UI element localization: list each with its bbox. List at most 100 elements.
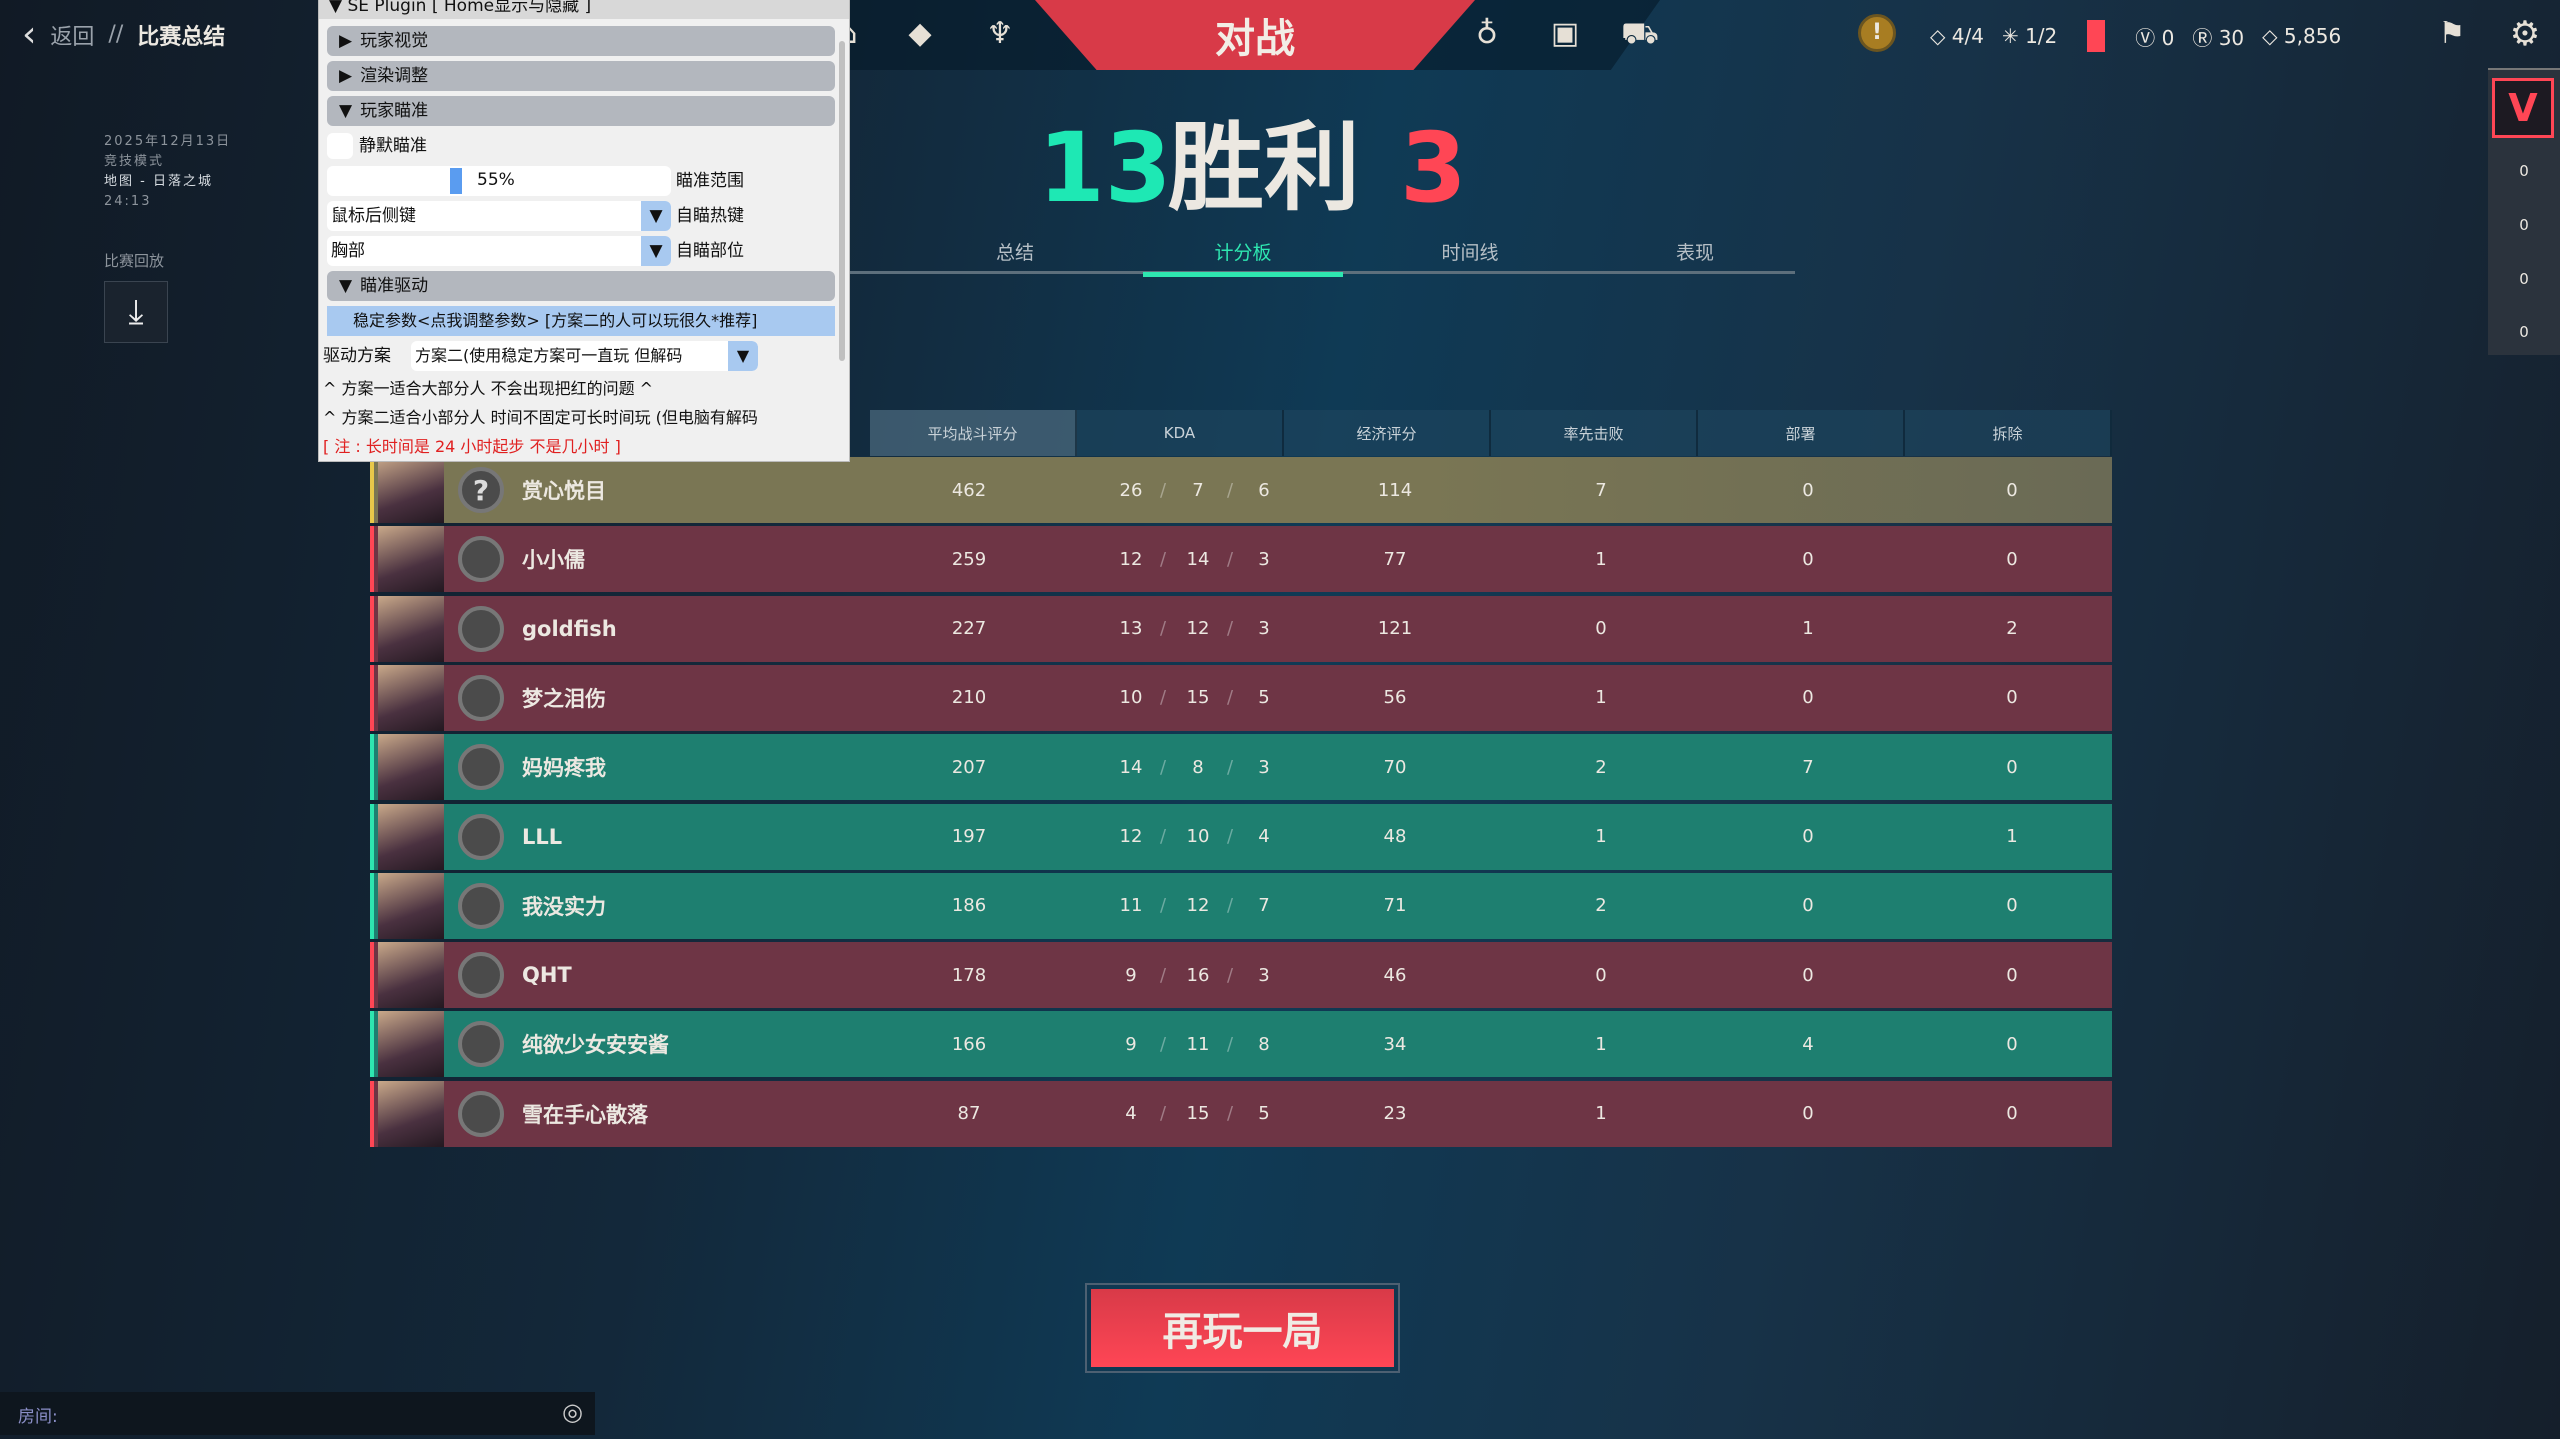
section-aim-driver[interactable]: ▼ 瞄准驱动: [327, 271, 835, 301]
player-name[interactable]: 我没实力: [522, 894, 606, 919]
driver-dropdown[interactable]: 方案二(使用稳定方案可一直玩 但解码 ▼: [411, 341, 758, 371]
plugin-title[interactable]: ▼ SE Plugin [ Home显示与隐藏 ]: [319, 0, 849, 19]
section-render[interactable]: ▶ 渲染调整: [327, 61, 835, 91]
slider-handle[interactable]: [449, 168, 462, 194]
assists: 3: [1258, 618, 1270, 640]
stat-defuse: 2: [2006, 618, 2018, 640]
player-name[interactable]: 妈妈疼我: [522, 756, 606, 781]
kda-separator: /: [1160, 756, 1167, 778]
kda-separator: /: [1227, 826, 1234, 847]
tab-play[interactable]: 对战: [1035, 0, 1475, 70]
panel-scrollbar[interactable]: [839, 41, 845, 361]
assists: 3: [1258, 964, 1270, 986]
table-row[interactable]: 我没实力 11 / 12 / 7 186 71 2 0 0: [370, 872, 2112, 939]
kills: 9: [1125, 1033, 1137, 1055]
stat-acs: 197: [951, 826, 987, 847]
section-aim[interactable]: ▼ 玩家瞄准: [327, 96, 835, 126]
player-name[interactable]: 纯欲少女安安酱: [522, 1033, 669, 1058]
stat-econ: 46: [1383, 964, 1407, 986]
stable-params-button[interactable]: 稳定参数<点我调整参数> [方案二的人可以玩很久*推荐]: [327, 306, 835, 336]
alert-icon[interactable]: !: [1858, 14, 1896, 52]
player-name[interactable]: LLL: [522, 824, 563, 849]
stat-fb: 2: [1595, 756, 1607, 778]
stat-plant: 4: [1802, 1033, 1814, 1055]
back-label: 返回: [50, 24, 95, 50]
back-button[interactable]: ‹ 返回 // 比赛总结: [22, 14, 225, 55]
diamond-icon: ◇: [1930, 24, 1946, 48]
hotkey-label: 自瞄热键: [676, 206, 744, 226]
agent-avatar: [378, 595, 444, 662]
tab-summary[interactable]: 总结: [995, 242, 1034, 264]
side-value: 0: [2519, 216, 2529, 234]
table-row[interactable]: goldfish 13 / 12 / 3 227 121 0 1 2: [370, 595, 2112, 662]
deaths: 16: [1186, 964, 1210, 986]
table-row[interactable]: 雪在手心散落 4 / 15 / 5 87 23 1 0 0: [370, 1080, 2112, 1147]
rp-value: 30: [2218, 25, 2245, 50]
card-icon[interactable]: [2087, 20, 2106, 52]
download-replay-button[interactable]: ⤓: [104, 281, 168, 343]
header-kda[interactable]: KDA: [1077, 410, 1284, 456]
room-icon[interactable]: ◎: [562, 1398, 583, 1426]
player-name[interactable]: 梦之泪伤: [522, 686, 606, 711]
player-name[interactable]: 赏心悦目: [522, 479, 606, 503]
table-row[interactable]: 妈妈疼我 14 / 8 / 3 207 70 2 7 0: [370, 734, 2112, 801]
header-econ[interactable]: 经济评分: [1284, 410, 1491, 456]
player-name[interactable]: QHT: [522, 963, 572, 988]
fov-slider[interactable]: 55%: [327, 166, 671, 196]
tab-scoreboard[interactable]: 计分板: [1143, 238, 1343, 277]
room-input[interactable]: 房间: ◎: [0, 1392, 595, 1435]
rank-icon: [458, 536, 504, 583]
collection-icon[interactable]: ♆: [986, 16, 1014, 51]
bone-dropdown[interactable]: 胸部 ▼: [327, 236, 671, 266]
player-card-icon[interactable]: V: [2492, 78, 2554, 138]
dropdown-arrow-icon: ▼: [728, 341, 758, 371]
battlepass-icon[interactable]: ♁: [1476, 16, 1498, 51]
store-icon[interactable]: ⛟: [1621, 16, 1659, 51]
rank-icon: [458, 744, 504, 791]
header-first-bloods[interactable]: 率先击败: [1491, 410, 1698, 456]
stat-defuse: 0: [2006, 756, 2018, 778]
stat-econ: 70: [1383, 756, 1407, 778]
assists: 3: [1258, 548, 1270, 570]
table-row[interactable]: QHT 9 / 16 / 3 178 46 0 0 0: [370, 942, 2112, 1009]
deaths: 14: [1186, 548, 1210, 570]
stat-plant: 0: [1802, 826, 1814, 847]
token-a-value: 4/4: [1951, 24, 1984, 48]
header-acs[interactable]: 平均战斗评分: [870, 410, 1077, 456]
stat-acs: 207: [951, 756, 987, 778]
gear-icon[interactable]: ⚙: [2509, 14, 2541, 54]
deaths: 15: [1186, 687, 1210, 709]
section-player-visual[interactable]: ▶ 玩家视觉: [327, 26, 835, 56]
kda-separator: /: [1160, 1103, 1167, 1125]
play-again-button[interactable]: 再玩一局: [1085, 1283, 1400, 1373]
table-row[interactable]: ? 赏心悦目 26 / 7 / 6 462 114 7 0 0: [370, 457, 2112, 523]
player-name[interactable]: goldfish: [522, 616, 617, 641]
header-defuses[interactable]: 拆除: [1905, 410, 2112, 456]
player-name[interactable]: 雪在手心散落: [522, 1102, 648, 1127]
inventory-icon[interactable]: ▣: [1550, 16, 1580, 51]
section-label: 玩家瞄准: [360, 101, 429, 121]
table-row[interactable]: 小小儒 12 / 14 / 3 259 77 1 0 0: [370, 526, 2112, 593]
assists: 8: [1258, 1033, 1270, 1055]
kda-separator: /: [1160, 548, 1167, 570]
hotkey-dropdown[interactable]: 鼠标后侧键 ▼: [327, 201, 671, 231]
battlepass-flag-icon[interactable]: ⚑: [2438, 16, 2466, 51]
play-again-label: 再玩一局: [1091, 1289, 1394, 1367]
stat-defuse: 1: [2006, 826, 2018, 847]
kda-separator: /: [1227, 1033, 1234, 1055]
kingdom-icon: ◇: [2262, 24, 2278, 48]
silent-aim-checkbox[interactable]: [327, 133, 353, 159]
stat-fb: 0: [1595, 618, 1607, 640]
kills: 9: [1125, 964, 1137, 986]
stat-fb: 1: [1595, 826, 1607, 847]
player-name[interactable]: 小小儒: [522, 548, 585, 573]
table-row[interactable]: LLL 12 / 10 / 4 197 48 1 0 1: [370, 803, 2112, 870]
tab-performance[interactable]: 表现: [1675, 242, 1714, 264]
table-row[interactable]: 纯欲少女安安酱 9 / 11 / 8 166 34 1 4 0: [370, 1011, 2112, 1078]
header-plants[interactable]: 部署: [1698, 410, 1905, 456]
stat-acs: 166: [951, 1033, 987, 1055]
tab-timeline[interactable]: 时间线: [1441, 242, 1499, 264]
stat-defuse: 0: [2006, 687, 2018, 709]
table-row[interactable]: 梦之泪伤 10 / 15 / 5 210 56 1 0 0: [370, 664, 2112, 731]
career-icon[interactable]: ◆: [908, 16, 932, 51]
